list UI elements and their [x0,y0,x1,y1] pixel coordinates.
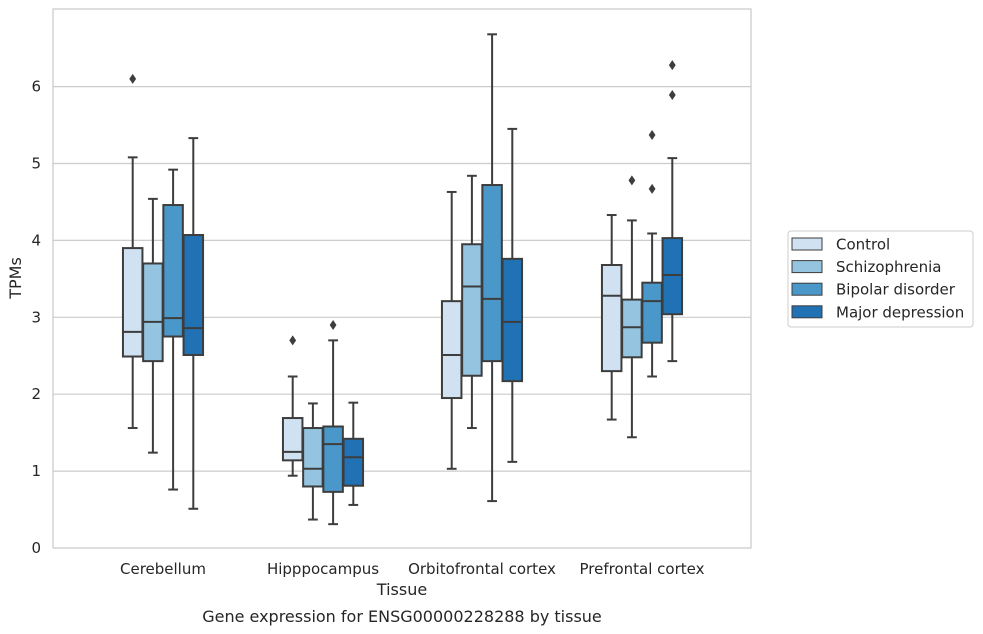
y-axis-ticks: 0 1 2 3 4 5 6 [31,78,41,557]
outlier-point [648,130,656,141]
y-tick-label: 3 [31,308,41,326]
legend-label: Control [836,236,890,254]
legend-items: Control Schizophrenia Bipolar disorder Majo… [791,236,964,321]
box-schizophrenia [142,197,164,454]
legend-label: Schizophrenia [836,258,941,276]
legend-label: Bipolar disorder [836,281,956,299]
outlier-point [289,335,297,346]
x-tick-label: Orbitofrontal cortex [408,560,556,578]
box-body [621,298,643,359]
box-body [322,425,344,493]
y-tick-label: 4 [31,231,41,249]
boxes [121,33,684,526]
box-major-depression [661,60,684,363]
box-body [281,417,304,462]
box-body [302,427,324,488]
box-bipolar-disorder [162,168,184,491]
box-body [661,237,684,316]
legend: Control Schizophrenia Bipolar disorder Majo… [787,230,974,328]
x-tick-label: Prefrontal cortex [580,560,705,578]
box-major-depression [342,401,365,506]
y-tick-label: 5 [31,155,41,173]
chart-caption: Gene expression for ENSG00000228288 by t… [202,607,602,626]
box-control [281,335,304,477]
box-body [461,243,483,377]
box-schizophrenia [621,175,643,439]
outlier-point [668,60,676,71]
box-bipolar-disorder [641,130,663,378]
box-body [440,300,463,400]
box-schizophrenia [302,402,324,521]
y-tick-label: 1 [31,462,41,480]
outlier-point [329,319,337,330]
box-body [121,247,144,358]
box-body [182,234,205,356]
box-major-depression [182,137,205,510]
box-control [600,214,623,421]
box-body [600,264,623,373]
plot-frame [52,8,752,549]
box-body [481,184,503,363]
outlier-point [648,183,656,194]
y-axis-title: TPMs [6,257,25,300]
y-tick-label: 6 [31,78,41,96]
box-body [501,257,524,383]
x-axis-ticks: Cerebellum Hipppocampus Orbitofrontal cort… [120,560,705,578]
legend-swatch [791,237,823,251]
legend-swatch [791,260,823,274]
box-body [342,437,365,487]
box-control [121,73,144,430]
box-schizophrenia [461,174,483,430]
box-major-depression [501,127,524,463]
legend-label: Major depression [836,303,964,321]
box-body [142,262,164,363]
box-control [440,190,463,470]
outlier-point [129,73,137,84]
outlier-point [628,175,636,186]
box-body [641,281,663,344]
y-tick-label: 0 [31,539,41,557]
x-tick-label: Cerebellum [120,560,206,578]
legend-swatch [791,305,823,319]
box-body [162,204,184,338]
box-bipolar-disorder [322,319,344,526]
y-tick-label: 2 [31,385,41,403]
outlier-point [668,90,676,101]
legend-frame [787,230,974,328]
x-tick-label: Hipppocampus [267,560,379,578]
x-axis-title: Tissue [376,580,427,599]
legend-swatch [791,282,823,296]
box-bipolar-disorder [481,33,503,503]
